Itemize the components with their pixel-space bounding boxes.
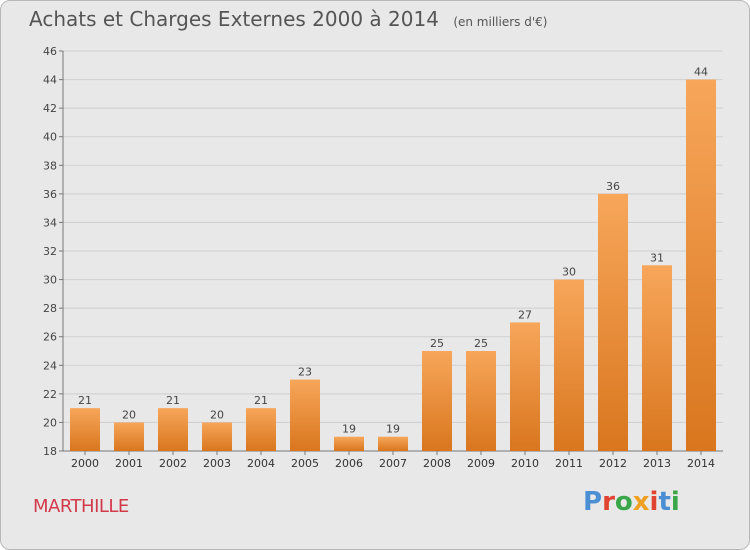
bar-value-label: 30 <box>562 266 576 279</box>
x-tick-label: 2006 <box>335 457 363 470</box>
bar-value-label: 20 <box>122 408 136 421</box>
y-tick-label: 32 <box>43 245 57 258</box>
bar-value-label: 25 <box>430 337 444 350</box>
y-tick-label: 34 <box>43 216 57 229</box>
x-tick-label: 2014 <box>687 457 715 470</box>
bar <box>70 408 100 451</box>
y-tick-label: 18 <box>43 445 57 458</box>
bar <box>686 79 716 452</box>
y-tick-label: 30 <box>43 274 57 287</box>
bar-value-label: 44 <box>694 66 708 79</box>
y-tick-label: 42 <box>43 102 57 115</box>
y-tick-label: 38 <box>43 159 57 172</box>
proxiti-logo[interactable]: Proxiti <box>583 487 680 517</box>
bar <box>422 351 452 451</box>
y-tick-label: 40 <box>43 131 57 144</box>
bar <box>158 408 188 451</box>
bar <box>334 436 364 451</box>
bar-value-label: 21 <box>254 394 268 407</box>
logo-letter: o <box>614 487 633 517</box>
y-tick-label: 20 <box>43 416 57 429</box>
x-tick-label: 2002 <box>159 457 187 470</box>
x-tick-label: 2005 <box>291 457 319 470</box>
bar <box>378 436 408 451</box>
bar <box>202 422 232 451</box>
x-tick-label: 2010 <box>511 457 539 470</box>
bar-value-label: 21 <box>78 394 92 407</box>
x-tick-label: 2009 <box>467 457 495 470</box>
logo-letter: i <box>670 487 680 517</box>
chart-unit: (en milliers d'€) <box>453 15 548 29</box>
bar-value-label: 36 <box>606 180 620 193</box>
bar-value-label: 19 <box>386 423 400 436</box>
x-tick-label: 2001 <box>115 457 143 470</box>
y-tick-label: 28 <box>43 302 57 315</box>
logo-letter: P <box>583 487 603 517</box>
y-tick-label: 36 <box>43 188 57 201</box>
bar <box>466 351 496 451</box>
x-tick-label: 2011 <box>555 457 583 470</box>
bar-value-label: 27 <box>518 308 532 321</box>
bar-value-label: 19 <box>342 423 356 436</box>
y-tick-label: 46 <box>43 45 57 58</box>
y-tick-label: 26 <box>43 331 57 344</box>
x-tick-label: 2012 <box>599 457 627 470</box>
bar <box>290 379 320 451</box>
y-tick-label: 44 <box>43 74 57 87</box>
bar-value-label: 25 <box>474 337 488 350</box>
x-tick-label: 2007 <box>379 457 407 470</box>
bar <box>554 279 584 451</box>
logo-letter: r <box>602 487 615 517</box>
bar-value-label: 20 <box>210 408 224 421</box>
town-name: MARTHILLE <box>33 496 129 517</box>
x-tick-label: 2003 <box>203 457 231 470</box>
chart-title: Achats et Charges Externes 2000 à 2014 (… <box>29 7 547 31</box>
bar <box>114 422 144 451</box>
bar-value-label: 21 <box>166 394 180 407</box>
x-tick-label: 2013 <box>643 457 671 470</box>
y-tick-label: 22 <box>43 388 57 401</box>
bar-value-label: 23 <box>298 366 312 379</box>
bar <box>510 322 540 451</box>
x-tick-label: 2008 <box>423 457 451 470</box>
logo-letter: t <box>658 487 671 517</box>
bar <box>598 193 628 451</box>
chart-title-text: Achats et Charges Externes 2000 à 2014 <box>29 7 439 31</box>
x-tick-label: 2004 <box>247 457 275 470</box>
y-tick-label: 24 <box>43 359 57 372</box>
bar <box>642 265 672 451</box>
logo-letter: x <box>632 487 650 517</box>
bar-value-label: 31 <box>650 251 664 264</box>
bar <box>246 408 276 451</box>
logo-letter: i <box>649 487 659 517</box>
x-tick-label: 2000 <box>71 457 99 470</box>
